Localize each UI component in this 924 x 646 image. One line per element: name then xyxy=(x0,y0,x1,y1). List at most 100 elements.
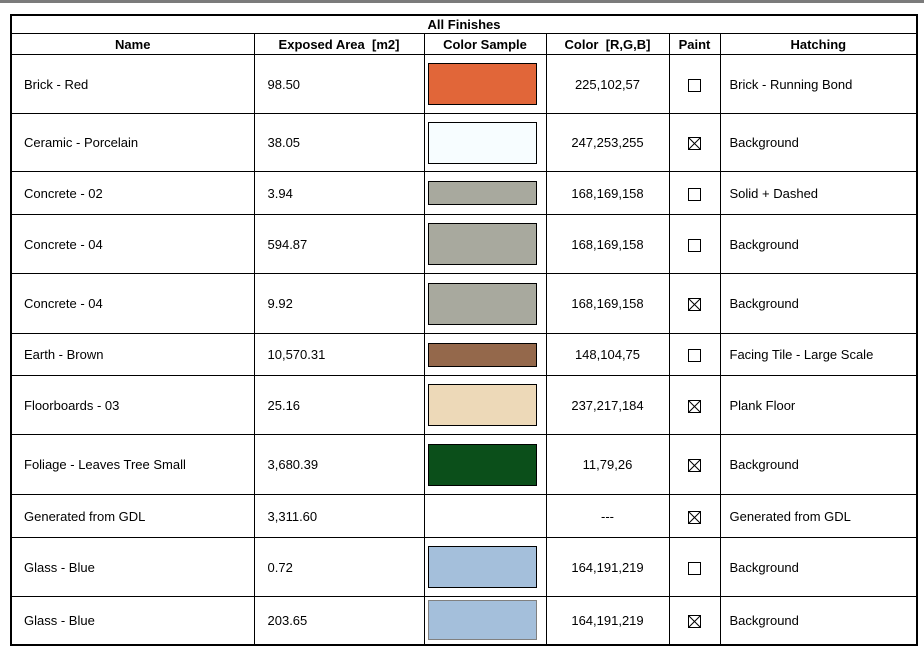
exposed-area-cell[interactable]: 3.94 xyxy=(253,171,425,215)
table-row: Concrete - 02 3.94 168,169,158 Solid + D… xyxy=(10,171,918,215)
name-cell[interactable]: Floorboards - 03 xyxy=(10,375,255,435)
color-sample-cell xyxy=(423,333,547,376)
color-rgb-cell[interactable]: 237,217,184 xyxy=(545,375,670,435)
hatching-cell[interactable]: Background xyxy=(719,214,918,274)
exposed-area-cell[interactable]: 38.05 xyxy=(253,113,425,172)
paint-cell xyxy=(668,537,721,597)
paint-checkbox[interactable] xyxy=(688,349,701,363)
color-swatch[interactable] xyxy=(427,546,537,588)
color-swatch[interactable] xyxy=(427,384,537,426)
color-sample-cell xyxy=(423,214,547,274)
name-cell[interactable]: Glass - Blue xyxy=(10,596,255,645)
hatching-cell[interactable]: Solid + Dashed xyxy=(719,171,918,215)
hatching-cell[interactable]: Background xyxy=(719,537,918,597)
column-header-name: Name xyxy=(10,33,255,55)
hatching-cell[interactable]: Background xyxy=(719,434,918,495)
color-swatch[interactable] xyxy=(427,600,537,641)
paint-cell xyxy=(668,494,721,538)
paint-cell xyxy=(668,375,721,435)
color-sample-cell xyxy=(423,434,547,495)
name-cell[interactable]: Foliage - Leaves Tree Small xyxy=(10,434,255,495)
checkbox-x-icon xyxy=(689,400,700,412)
paint-checkbox[interactable] xyxy=(688,614,701,628)
exposed-area-cell[interactable]: 25.16 xyxy=(253,375,425,435)
window-edge-bar xyxy=(0,0,924,3)
exposed-area-cell[interactable]: 9.92 xyxy=(253,273,425,334)
table-row: Brick - Red 98.50 225,102,57 Brick - Run… xyxy=(10,54,918,114)
name-cell[interactable]: Brick - Red xyxy=(10,54,255,114)
hatching-cell[interactable]: Brick - Running Bond xyxy=(719,54,918,114)
name-cell[interactable]: Concrete - 04 xyxy=(10,214,255,274)
paint-checkbox[interactable] xyxy=(688,510,701,524)
color-rgb-cell[interactable]: 11,79,26 xyxy=(545,434,670,495)
paint-checkbox[interactable] xyxy=(688,561,701,575)
color-sample-cell xyxy=(423,171,547,215)
table-row: Foliage - Leaves Tree Small 3,680.39 11,… xyxy=(10,434,918,495)
column-header-color-rgb: Color [R,G,B] xyxy=(545,33,670,55)
exposed-area-cell[interactable]: 594.87 xyxy=(253,214,425,274)
paint-checkbox[interactable] xyxy=(688,78,701,92)
color-swatch[interactable] xyxy=(427,121,537,164)
color-rgb-cell[interactable]: 168,169,158 xyxy=(545,171,670,215)
color-rgb-cell[interactable]: 247,253,255 xyxy=(545,113,670,172)
paint-checkbox[interactable] xyxy=(688,187,701,201)
paint-checkbox[interactable] xyxy=(688,298,701,312)
paint-checkbox[interactable] xyxy=(688,137,701,151)
name-cell[interactable]: Glass - Blue xyxy=(10,537,255,597)
paint-cell xyxy=(668,214,721,274)
table-row: Concrete - 04 9.92 168,169,158 Backgroun… xyxy=(10,273,918,334)
color-rgb-cell[interactable]: 164,191,219 xyxy=(545,537,670,597)
column-header-paint: Paint xyxy=(668,33,721,55)
hatching-cell[interactable]: Facing Tile - Large Scale xyxy=(719,333,918,376)
paint-checkbox[interactable] xyxy=(688,238,701,252)
color-swatch[interactable] xyxy=(427,223,537,265)
name-cell[interactable]: Ceramic - Porcelain xyxy=(10,113,255,172)
table-header-row: Name Exposed Area [m2] Color Sample Colo… xyxy=(10,33,918,55)
color-swatch[interactable] xyxy=(427,342,537,367)
table-row: Concrete - 04 594.87 168,169,158 Backgro… xyxy=(10,214,918,274)
checkbox-x-icon xyxy=(689,460,700,472)
paint-checkbox[interactable] xyxy=(688,399,701,413)
hatching-cell[interactable]: Background xyxy=(719,596,918,645)
checkbox-x-icon xyxy=(689,138,700,150)
paint-checkbox[interactable] xyxy=(688,459,701,473)
color-rgb-cell[interactable]: 225,102,57 xyxy=(545,54,670,114)
hatching-cell[interactable]: Background xyxy=(719,113,918,172)
color-sample-cell xyxy=(423,113,547,172)
color-sample-cell xyxy=(423,596,547,645)
paint-cell xyxy=(668,434,721,495)
color-rgb-cell[interactable]: --- xyxy=(545,494,670,538)
exposed-area-cell[interactable]: 0.72 xyxy=(253,537,425,597)
paint-cell xyxy=(668,333,721,376)
color-rgb-cell[interactable]: 164,191,219 xyxy=(545,596,670,645)
hatching-cell[interactable]: Plank Floor xyxy=(719,375,918,435)
exposed-area-cell[interactable]: 10,570.31 xyxy=(253,333,425,376)
color-swatch[interactable] xyxy=(427,181,537,205)
exposed-area-cell[interactable]: 3,680.39 xyxy=(253,434,425,495)
exposed-area-cell[interactable]: 203.65 xyxy=(253,596,425,645)
color-sample-cell xyxy=(423,375,547,435)
color-swatch[interactable] xyxy=(427,443,537,486)
paint-cell xyxy=(668,171,721,215)
column-header-hatching: Hatching xyxy=(719,33,918,55)
color-rgb-cell[interactable]: 148,104,75 xyxy=(545,333,670,376)
color-sample-cell xyxy=(423,537,547,597)
finishes-schedule-table: All Finishes Name Exposed Area [m2] Colo… xyxy=(10,14,919,646)
color-swatch[interactable] xyxy=(427,282,537,325)
table-row: Glass - Blue 203.65 164,191,219 Backgrou… xyxy=(10,596,918,645)
name-cell[interactable]: Concrete - 04 xyxy=(10,273,255,334)
hatching-cell[interactable]: Background xyxy=(719,273,918,334)
color-rgb-cell[interactable]: 168,169,158 xyxy=(545,273,670,334)
color-rgb-cell[interactable]: 168,169,158 xyxy=(545,214,670,274)
name-cell[interactable]: Earth - Brown xyxy=(10,333,255,376)
paint-cell xyxy=(668,54,721,114)
checkbox-x-icon xyxy=(689,299,700,311)
name-cell[interactable]: Concrete - 02 xyxy=(10,171,255,215)
table-row: Earth - Brown 10,570.31 148,104,75 Facin… xyxy=(10,333,918,376)
exposed-area-cell[interactable]: 3,311.60 xyxy=(253,494,425,538)
table-title: All Finishes xyxy=(10,14,918,34)
name-cell[interactable]: Generated from GDL xyxy=(10,494,255,538)
exposed-area-cell[interactable]: 98.50 xyxy=(253,54,425,114)
color-swatch[interactable] xyxy=(427,63,537,105)
hatching-cell[interactable]: Generated from GDL xyxy=(719,494,918,538)
